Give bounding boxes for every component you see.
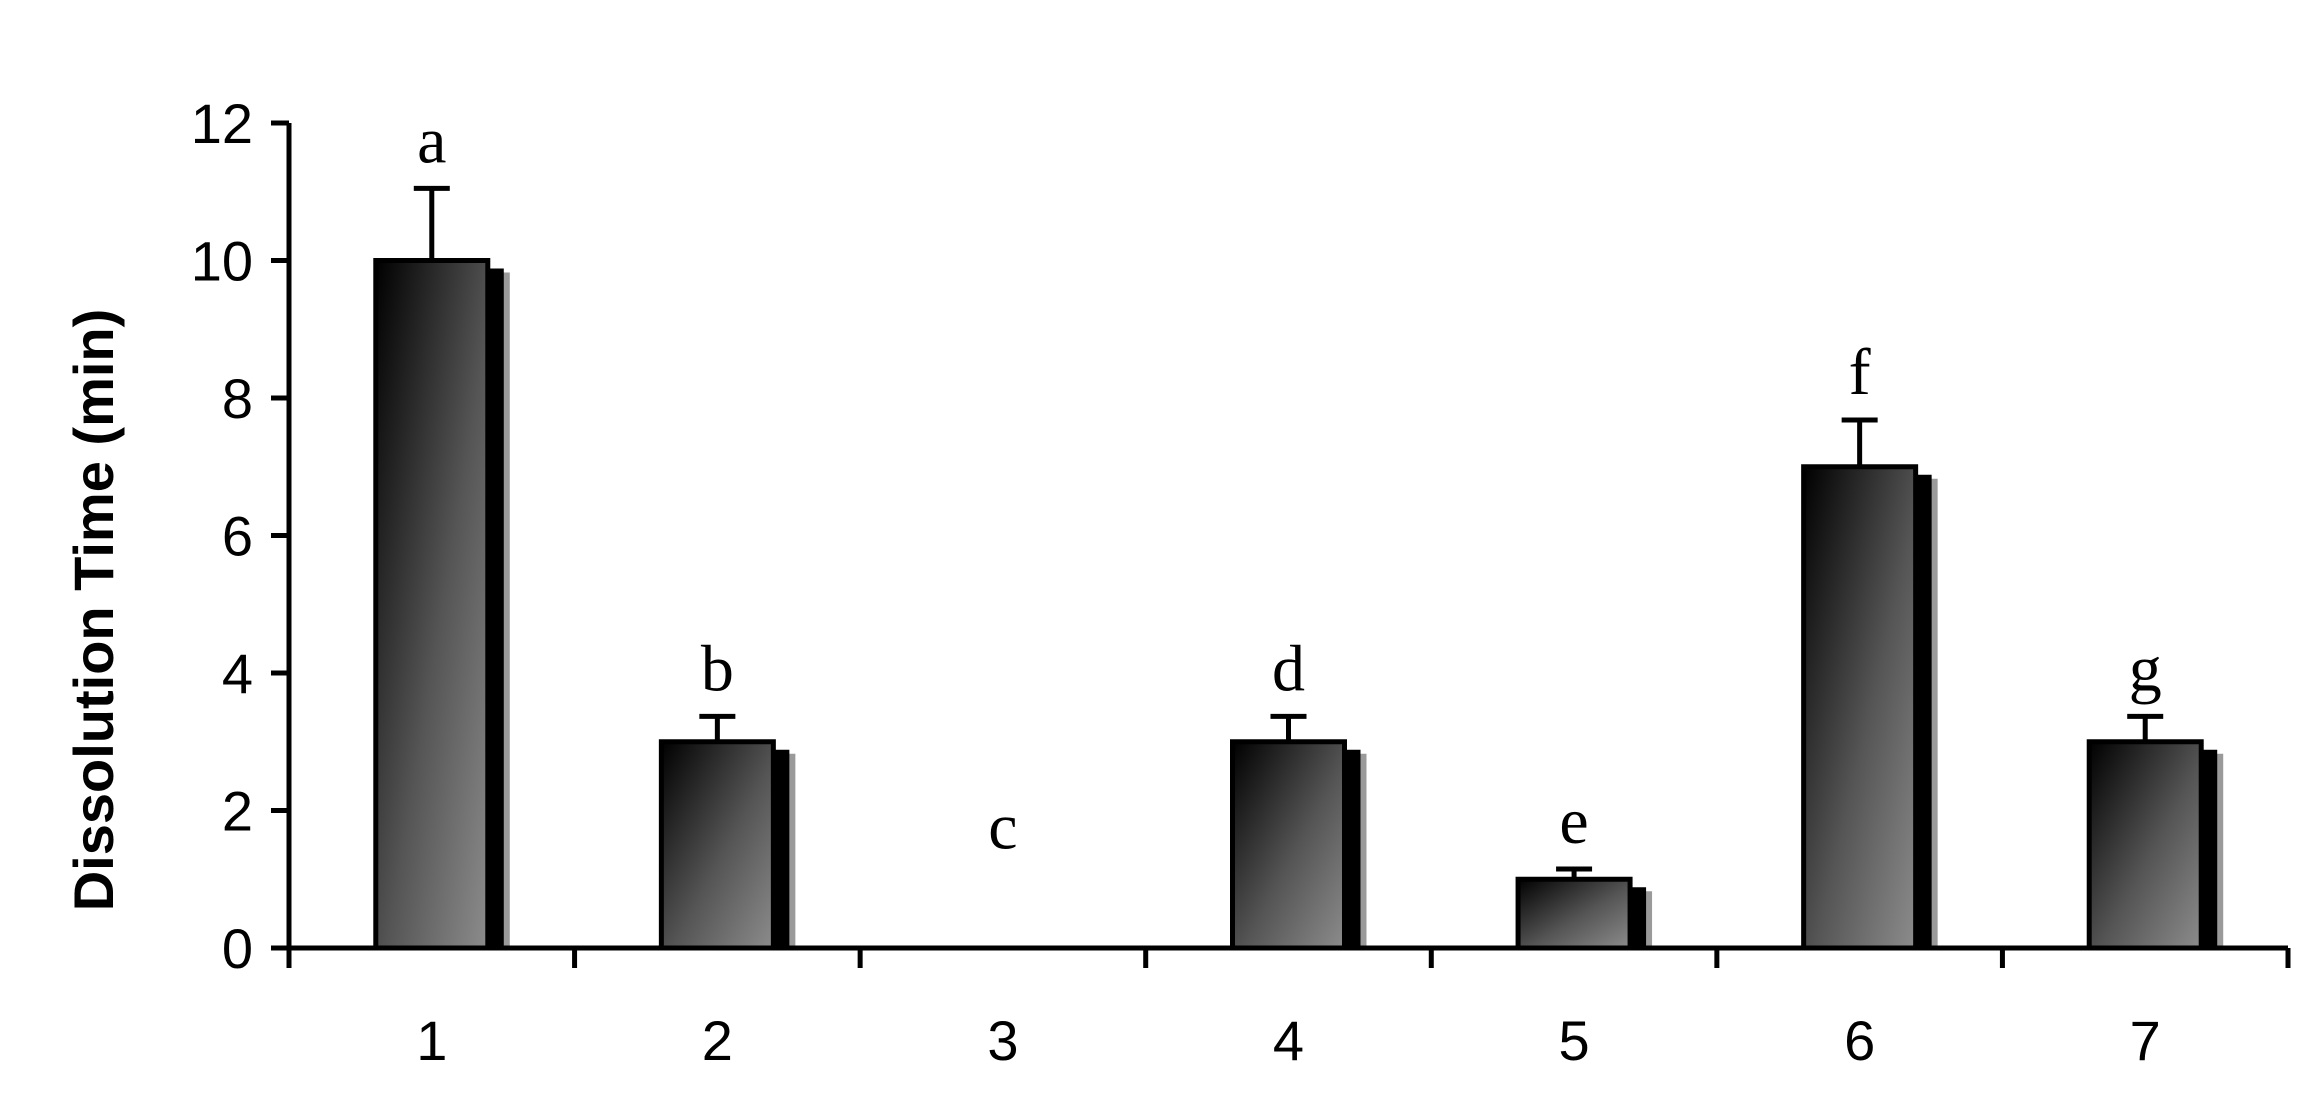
bar-annotation: e — [1559, 785, 1588, 858]
y-tick-label: 6 — [222, 505, 253, 568]
x-tick-label: 3 — [987, 1009, 1018, 1072]
x-tick-label: 4 — [1273, 1009, 1304, 1072]
x-tick-label: 2 — [702, 1009, 733, 1072]
bar — [658, 739, 776, 951]
bar-side — [1344, 749, 1361, 948]
bars: a b c d e f g — [373, 104, 2224, 951]
y-tick-label: 2 — [222, 780, 253, 843]
x-tick-label: 7 — [2130, 1009, 2161, 1072]
bar — [2086, 739, 2204, 951]
y-tick-label: 8 — [222, 367, 253, 430]
bar-side — [1915, 474, 1932, 948]
bar-annotation: b — [701, 632, 734, 705]
bar — [1515, 876, 1633, 951]
bar — [1801, 464, 1919, 951]
bar — [1230, 739, 1347, 951]
x-tick-label: 5 — [1558, 1009, 1589, 1072]
bar-side — [773, 749, 790, 948]
y-tick-label: 4 — [222, 642, 253, 705]
x-axis-ticks: 1 2 3 4 5 6 7 — [286, 948, 2291, 1072]
y-axis-ticks: 0 2 4 6 8 10 12 — [191, 92, 289, 980]
bar-side — [2201, 749, 2218, 948]
bar-annotation: f — [1849, 336, 1871, 409]
bar-annotation: c — [988, 790, 1017, 863]
y-tick-label: 0 — [222, 917, 253, 980]
bar-side — [1630, 887, 1647, 948]
bar-side — [487, 268, 504, 948]
bar-annotation: g — [2129, 632, 2162, 705]
y-tick-label: 10 — [191, 230, 253, 293]
bar-annotation: a — [417, 104, 446, 177]
bar-annotation: d — [1272, 632, 1305, 705]
x-tick-label: 1 — [416, 1009, 447, 1072]
y-axis-title: Dissolution Time (min) — [62, 309, 125, 912]
x-tick-label: 6 — [1844, 1009, 1875, 1072]
y-tick-label: 12 — [191, 92, 253, 155]
bar — [373, 258, 491, 951]
